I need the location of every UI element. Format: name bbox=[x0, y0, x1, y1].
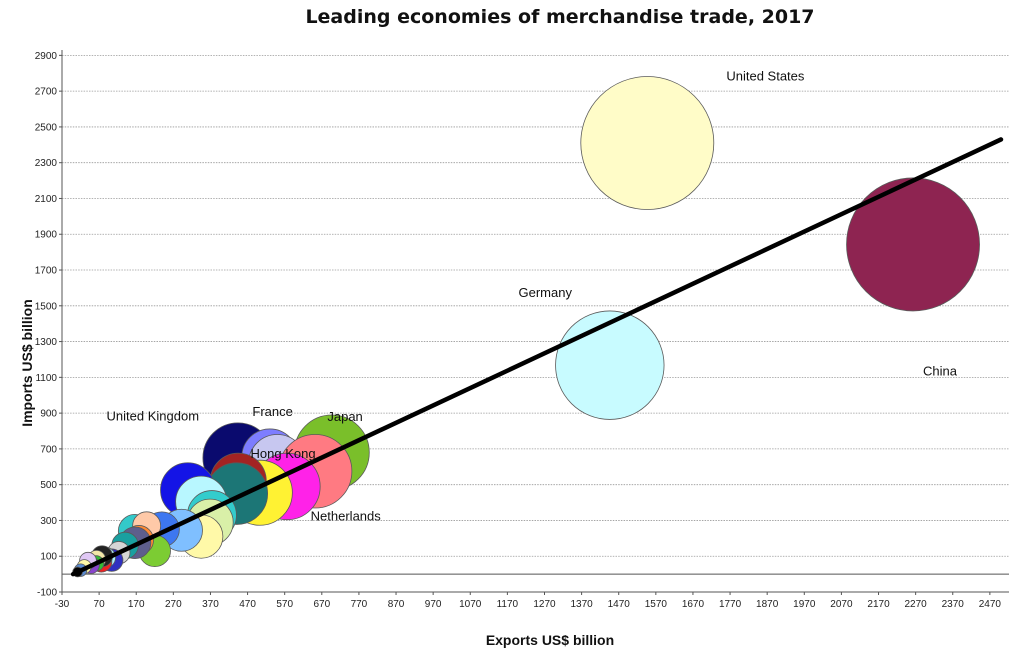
y-tick-label-8: 1500 bbox=[35, 301, 58, 312]
annotation-5: Japan bbox=[327, 409, 362, 424]
annotations: United States China Germany United Kingdom F… bbox=[107, 68, 958, 523]
x-tick-label-7: 670 bbox=[313, 599, 330, 610]
x-tick-label-13: 1270 bbox=[533, 599, 556, 610]
y-tick-label-11: 2100 bbox=[35, 194, 58, 205]
y-tick-label-14: 2700 bbox=[35, 87, 58, 98]
x-tick-label-20: 1970 bbox=[793, 599, 816, 610]
x-tick-label-16: 1570 bbox=[645, 599, 668, 610]
x-tick-label-2: 170 bbox=[128, 599, 145, 610]
y-tick-label-0: -100 bbox=[37, 588, 57, 599]
x-tick-label-15: 1470 bbox=[608, 599, 631, 610]
x-tick-label-17: 1670 bbox=[682, 599, 705, 610]
bubble-2 bbox=[555, 310, 665, 420]
annotation-4: France bbox=[252, 404, 292, 419]
annotation-2: Germany bbox=[519, 285, 573, 300]
x-tick-label-5: 470 bbox=[239, 599, 256, 610]
x-tick-label-21: 2070 bbox=[830, 599, 853, 610]
y-tick-label-15: 2900 bbox=[35, 51, 58, 62]
y-tick-label-12: 2300 bbox=[35, 158, 58, 169]
x-tick-label-18: 1770 bbox=[719, 599, 742, 610]
annotation-0: United States bbox=[726, 68, 805, 83]
x-tick-label-24: 2370 bbox=[942, 599, 965, 610]
x-tick-label-12: 1170 bbox=[497, 599, 519, 610]
bubbles bbox=[72, 76, 980, 578]
x-tick-label-25: 2470 bbox=[979, 599, 1002, 610]
x-tick-label-19: 1870 bbox=[756, 599, 779, 610]
x-tick-label-1: 70 bbox=[94, 599, 106, 610]
x-tick-label-11: 1070 bbox=[459, 599, 482, 610]
y-tick-label-3: 500 bbox=[40, 480, 57, 491]
x-tick-label-23: 2270 bbox=[905, 599, 928, 610]
y-tick-label-6: 1100 bbox=[35, 373, 57, 384]
x-tick-label-0: -30 bbox=[55, 599, 70, 610]
x-axis-label: Exports US$ billion bbox=[485, 632, 615, 648]
y-tick-label-4: 700 bbox=[40, 444, 57, 455]
y-tick-label-1: 100 bbox=[40, 552, 57, 563]
trendline bbox=[70, 137, 1004, 577]
annotation-3: United Kingdom bbox=[107, 408, 200, 423]
annotation-6: Hong Kong bbox=[251, 446, 316, 461]
trendline-group bbox=[70, 137, 1004, 577]
x-tick-label-9: 870 bbox=[388, 599, 405, 610]
annotation-1: China bbox=[923, 364, 958, 379]
x-tick-label-4: 370 bbox=[202, 599, 219, 610]
y-tick-label-2: 300 bbox=[40, 516, 57, 527]
y-tick-label-13: 2500 bbox=[35, 122, 58, 133]
x-tick-label-22: 2170 bbox=[867, 599, 890, 610]
x-tick-label-8: 770 bbox=[351, 599, 368, 610]
x-tick-label-14: 1370 bbox=[570, 599, 593, 610]
y-tick-label-10: 1900 bbox=[35, 230, 58, 241]
annotation-7: Netherlands bbox=[311, 508, 382, 523]
x-tick-label-3: 270 bbox=[165, 599, 182, 610]
grid-lines bbox=[62, 54, 1009, 593]
x-tick-label-6: 570 bbox=[276, 599, 293, 610]
tick-labels: -100 100 300 500 700 900 1100 1300 1500 1700 1900 2… bbox=[35, 51, 1002, 610]
axes bbox=[59, 50, 1009, 595]
y-tick-label-9: 1700 bbox=[35, 266, 58, 277]
y-tick-label-5: 900 bbox=[40, 409, 57, 420]
chart-title: Leading economies of merchandise trade, … bbox=[305, 6, 815, 28]
bubble-1 bbox=[846, 177, 980, 312]
x-tick-label-10: 970 bbox=[425, 599, 442, 610]
y-tick-label-7: 1300 bbox=[35, 337, 58, 348]
bubble-0 bbox=[580, 76, 715, 210]
